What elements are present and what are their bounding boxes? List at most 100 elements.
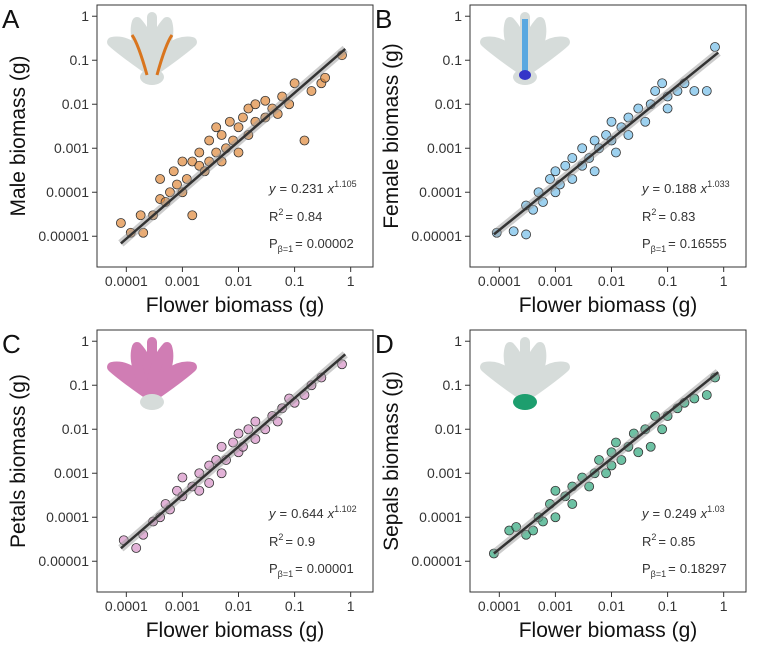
y-tick-label: 1 bbox=[454, 333, 462, 349]
fit-line bbox=[493, 371, 720, 555]
eq-sign: = bbox=[658, 209, 666, 224]
plot-frame bbox=[469, 329, 747, 593]
p-label: P bbox=[642, 561, 651, 576]
x-tick-label: 0.0001 bbox=[105, 598, 148, 614]
y-tick-label: 1 bbox=[454, 8, 462, 24]
point bbox=[662, 103, 673, 114]
eq-exponent: 1.105 bbox=[334, 179, 357, 189]
r2-value: 0.85 bbox=[670, 534, 695, 549]
r-squared: R2 = 0.83 bbox=[642, 207, 695, 224]
petal bbox=[147, 36, 197, 77]
petal bbox=[147, 361, 197, 402]
point bbox=[177, 472, 188, 483]
p-sub: β=1 bbox=[651, 569, 666, 579]
plot-frame bbox=[469, 4, 747, 268]
point bbox=[601, 468, 611, 479]
r2-value: 0.84 bbox=[297, 209, 322, 224]
point bbox=[260, 95, 271, 106]
y-tick-label: 0.01 bbox=[62, 96, 89, 112]
fit-equation: y = 0.249 x1.03 bbox=[641, 504, 725, 521]
eq-coef: 0.644 bbox=[291, 506, 324, 521]
fit-equation: y = 0.644 x1.102 bbox=[268, 504, 357, 521]
stamen bbox=[130, 34, 149, 76]
panel: D 0.0001 0.001 0.01 0.1 1 0.00001 0.0001 0.001 0.… bbox=[375, 329, 747, 642]
r-sup: 2 bbox=[651, 532, 656, 542]
point bbox=[320, 72, 331, 83]
point bbox=[115, 218, 126, 228]
eq-exponent: 1.102 bbox=[334, 504, 357, 514]
y-tick-label: 0.001 bbox=[427, 140, 462, 156]
y-axis-label: Sepals biomass (g) bbox=[380, 371, 403, 551]
point bbox=[545, 174, 555, 184]
y-tick-label: 0.0001 bbox=[46, 509, 89, 525]
point bbox=[606, 116, 617, 127]
flower-icon bbox=[107, 337, 197, 410]
panel: B 0.0001 0.001 0.01 0.1 1 0.00001 0.0001 0.001 0.… bbox=[375, 4, 747, 317]
point bbox=[250, 99, 261, 110]
eq-y: y bbox=[641, 506, 650, 521]
point bbox=[211, 122, 222, 133]
point bbox=[650, 86, 661, 96]
point bbox=[633, 447, 644, 458]
point bbox=[577, 143, 588, 154]
stamen bbox=[155, 34, 174, 76]
eq-sign: = bbox=[280, 181, 288, 196]
point bbox=[299, 135, 310, 146]
point bbox=[589, 135, 600, 146]
eq-x: x bbox=[700, 181, 708, 196]
r-squared: R2 = 0.84 bbox=[269, 207, 322, 224]
p-value: Pβ=1 = 0.16555 bbox=[642, 236, 727, 254]
ovary bbox=[519, 70, 531, 80]
y-tick-label: 0.00001 bbox=[38, 228, 89, 244]
x-tick-label: 0.01 bbox=[598, 598, 625, 614]
y-tick-label: 0.001 bbox=[54, 140, 89, 156]
panel-letter: C bbox=[2, 329, 21, 359]
point bbox=[224, 116, 235, 127]
point bbox=[567, 153, 578, 163]
y-tick-label: 0.01 bbox=[62, 421, 89, 437]
r-label: R bbox=[269, 209, 278, 224]
x-tick-label: 0.01 bbox=[225, 273, 252, 289]
y-tick-label: 0.00001 bbox=[38, 553, 89, 569]
x-tick-label: 0.0001 bbox=[478, 598, 521, 614]
point bbox=[194, 147, 205, 158]
flower-icon bbox=[480, 337, 570, 410]
y-tick-label: 0.001 bbox=[427, 465, 462, 481]
r-squared: R2 = 0.9 bbox=[269, 532, 315, 549]
r2-value: 0.9 bbox=[297, 534, 315, 549]
fit-equation: y = 0.231 x1.105 bbox=[268, 179, 357, 196]
point bbox=[567, 499, 578, 509]
p-label: P bbox=[269, 236, 278, 251]
panel-letter: B bbox=[375, 4, 392, 34]
point bbox=[689, 86, 700, 96]
eq-y: y bbox=[268, 181, 277, 196]
receptacle bbox=[140, 394, 164, 410]
point bbox=[550, 166, 561, 177]
point bbox=[611, 147, 621, 158]
y-tick-label: 0.0001 bbox=[419, 509, 462, 525]
eq-sign: = bbox=[668, 236, 676, 251]
eq-sign: = bbox=[668, 561, 676, 576]
point bbox=[216, 441, 227, 452]
fit-line bbox=[120, 353, 347, 550]
point bbox=[204, 478, 215, 488]
point bbox=[155, 174, 165, 184]
x-tick-label: 0.1 bbox=[285, 598, 305, 614]
p-label: P bbox=[269, 561, 278, 576]
x-axis-label: Flower biomass (g) bbox=[519, 294, 698, 317]
y-tick-label: 0.1 bbox=[70, 52, 90, 68]
eq-sign: = bbox=[285, 209, 293, 224]
point bbox=[550, 485, 561, 496]
p-sub: β=1 bbox=[278, 244, 293, 254]
plot-frame bbox=[96, 329, 374, 593]
r-label: R bbox=[642, 534, 651, 549]
eq-x: x bbox=[700, 506, 708, 521]
y-tick-label: 0.00001 bbox=[411, 553, 462, 569]
p-val: 0.00001 bbox=[307, 561, 354, 576]
y-axis-label: Female biomass (g) bbox=[380, 43, 403, 229]
x-tick-label: 0.01 bbox=[225, 598, 252, 614]
r2-value: 0.83 bbox=[670, 209, 695, 224]
point bbox=[168, 166, 179, 177]
p-label: P bbox=[642, 236, 651, 251]
